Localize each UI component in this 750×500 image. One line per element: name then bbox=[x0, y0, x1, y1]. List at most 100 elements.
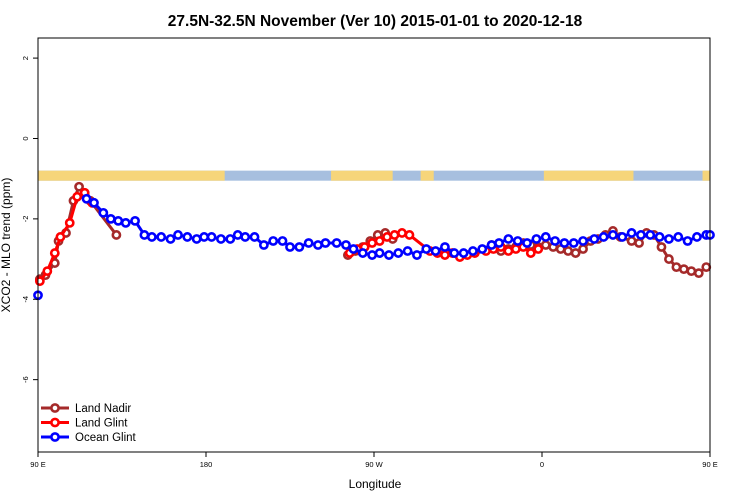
data-point bbox=[578, 244, 588, 254]
data-point bbox=[654, 232, 665, 242]
x-tick-label: 90 E bbox=[702, 460, 717, 469]
data-point bbox=[393, 248, 404, 258]
data-point bbox=[113, 215, 124, 226]
data-point bbox=[404, 230, 415, 240]
data-point bbox=[578, 236, 588, 246]
data-point bbox=[540, 240, 551, 250]
data-point bbox=[503, 246, 514, 256]
data-point bbox=[440, 250, 450, 260]
data-point bbox=[49, 248, 60, 258]
y-tick-label: -6 bbox=[21, 376, 30, 383]
data-point bbox=[268, 236, 279, 246]
data-point bbox=[313, 240, 323, 250]
land-band bbox=[38, 170, 225, 181]
data-point bbox=[389, 230, 400, 240]
data-point bbox=[191, 234, 202, 244]
x-tick-label: 0 bbox=[540, 460, 544, 469]
data-point bbox=[331, 238, 342, 248]
x-tick-label: 90 E bbox=[30, 460, 45, 469]
data-point bbox=[225, 234, 236, 244]
data-point bbox=[402, 246, 413, 256]
y-axis-label: XCO2 - MLO trend (ppm) bbox=[0, 178, 13, 313]
data-point bbox=[285, 242, 295, 252]
data-point bbox=[550, 236, 560, 246]
data-point bbox=[664, 234, 674, 244]
data-point bbox=[421, 244, 432, 254]
data-point bbox=[277, 236, 288, 246]
data-point bbox=[503, 234, 514, 244]
data-point bbox=[598, 232, 609, 242]
y-tick-label: -4 bbox=[21, 296, 30, 303]
data-point bbox=[382, 232, 392, 242]
data-point bbox=[120, 217, 131, 228]
legend-label: Land Nadir bbox=[75, 403, 131, 415]
data-point bbox=[430, 246, 441, 256]
data-point bbox=[216, 234, 226, 244]
y-axis: 2 0 -2 -4 -6 bbox=[21, 56, 38, 383]
data-point bbox=[563, 246, 574, 256]
data-point bbox=[232, 230, 243, 240]
land-band bbox=[331, 170, 393, 181]
x-tick-label: 180 bbox=[200, 460, 213, 469]
data-point bbox=[634, 238, 644, 248]
data-point bbox=[374, 236, 385, 246]
legend-swatch-marker bbox=[50, 403, 60, 413]
data-point bbox=[357, 248, 368, 258]
series-line bbox=[85, 197, 710, 257]
y-tick-label: 0 bbox=[21, 136, 30, 140]
land-band bbox=[543, 170, 634, 181]
x-tick-label: 90 W bbox=[365, 460, 383, 469]
data-point bbox=[626, 236, 637, 246]
data-point bbox=[130, 215, 140, 226]
data-point bbox=[240, 232, 251, 242]
data-point bbox=[692, 232, 702, 242]
data-point bbox=[258, 240, 269, 250]
data-point bbox=[397, 228, 407, 238]
data-point bbox=[636, 230, 646, 240]
data-point bbox=[64, 217, 75, 228]
data-point bbox=[494, 238, 504, 248]
data-point bbox=[531, 234, 542, 244]
data-point bbox=[486, 240, 497, 250]
data-point bbox=[348, 244, 359, 254]
data-point bbox=[341, 240, 351, 250]
legend-label: Land Glint bbox=[75, 418, 128, 430]
data-point bbox=[156, 232, 167, 242]
data-point bbox=[477, 244, 488, 254]
data-point bbox=[303, 238, 314, 248]
data-point bbox=[510, 244, 521, 254]
data-point bbox=[367, 238, 378, 248]
data-point bbox=[693, 268, 704, 279]
y-tick-label: -2 bbox=[21, 216, 30, 223]
data-point bbox=[673, 232, 684, 242]
data-point bbox=[42, 266, 53, 277]
land-band bbox=[702, 170, 710, 181]
data-point bbox=[89, 197, 99, 208]
data-point bbox=[139, 230, 150, 240]
legend: Land Nadir Land Glint Ocean Glint bbox=[41, 403, 137, 444]
legend-swatch-marker bbox=[50, 417, 60, 428]
data-point bbox=[645, 230, 656, 240]
data-point bbox=[440, 242, 450, 252]
legend-item: Ocean Glint bbox=[41, 432, 137, 444]
legend-item: Land Nadir bbox=[41, 403, 131, 415]
data-point bbox=[55, 232, 66, 242]
data-point bbox=[525, 248, 536, 258]
data-point bbox=[682, 236, 693, 246]
data-point bbox=[146, 232, 157, 242]
data-point bbox=[320, 238, 331, 248]
data-point bbox=[72, 191, 83, 202]
data-point bbox=[701, 262, 712, 273]
data-point bbox=[111, 230, 122, 240]
data-point bbox=[540, 232, 551, 242]
data-point bbox=[374, 248, 385, 258]
y-tick-label: 2 bbox=[21, 56, 30, 60]
data-point bbox=[617, 232, 628, 242]
data-point bbox=[412, 250, 422, 260]
data-point bbox=[81, 193, 92, 204]
data-point bbox=[98, 207, 109, 218]
data-point bbox=[294, 242, 305, 252]
land-ocean-strip bbox=[38, 170, 710, 181]
data-point bbox=[656, 242, 667, 252]
